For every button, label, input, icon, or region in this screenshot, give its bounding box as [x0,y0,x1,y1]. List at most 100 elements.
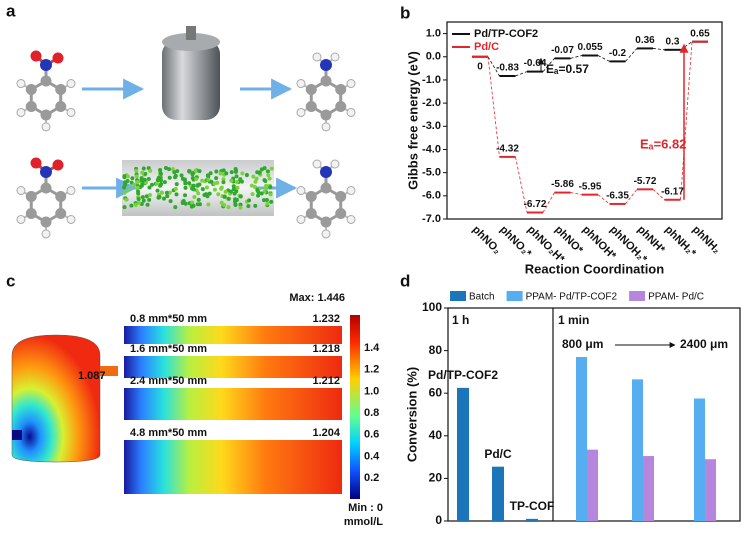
channel [124,326,342,344]
catalyst-dot [181,198,186,203]
catalyst-dot [204,185,209,190]
value-label: 0.3 [666,36,680,47]
value-label: -0.2 [609,48,627,59]
catalyst-dot [234,174,239,179]
catalyst-dot [214,176,219,181]
c-atom [320,216,332,228]
catalyst-dot [229,189,234,194]
catalyst-dot [183,193,188,198]
catalyst-dot [136,197,141,202]
channel-value: 1.232 [312,313,340,325]
y-tick-label: -3.0 [422,120,441,132]
catalyst-dot [180,176,185,181]
catalyst-dot [140,195,145,200]
annotation: 800 μm [562,337,603,351]
catalyst-dot [193,168,198,173]
h-atom [312,159,322,169]
colorbar-tick-label: 1.0 [364,385,379,397]
catalyst-dot [221,180,226,185]
catalyst-dot [238,177,243,182]
c-atom [25,101,37,112]
bar [492,466,504,521]
catalyst-dot [136,200,141,205]
x-axis-label: Reaction Coordination [525,261,664,276]
h-atom [41,229,51,239]
h-atom [296,214,306,224]
catalyst-dot [246,204,251,209]
catalyst-dot [194,177,199,182]
h-atom [346,186,356,196]
catalyst-dot [130,176,135,181]
bar-label: Pd/C [484,447,512,461]
catalyst-dot [264,197,269,202]
catalyst-dot [191,183,196,188]
catalyst-dot [122,175,127,180]
legend-swatch [450,291,466,301]
catalyst-dot [148,168,153,173]
h-atom [312,52,322,62]
y-tick-label: 60 [429,385,443,399]
channel-value: 1.212 [312,375,340,387]
h-atom [296,107,306,117]
reactor-shaft [186,26,196,40]
connector [515,156,528,213]
panel-label: a [6,1,16,20]
catalyst-dot [135,185,140,190]
catalyst-dot [183,185,188,190]
catalyst-dot [214,169,219,174]
catalyst-dot [247,198,252,203]
catalyst-dot [179,173,184,178]
catalyst-dot [147,192,152,197]
value-label: 0.65 [690,28,710,39]
panel-d: 0 20 40 60 80 100 Conversion (%) Pd/TP-COF2 Pd/C… [404,291,741,527]
bar [694,398,705,521]
catalyst-dot [235,180,240,185]
n-atom [40,59,52,71]
panel-c: Max: 1.446 Min : 0 mmol/L 1.087 [11,292,383,528]
o-atom [30,157,42,169]
bar-label: Pd/TP-COF2 [428,368,498,382]
catalyst-dot [202,193,207,198]
h-atom [346,214,356,224]
catalyst-dot [262,178,267,183]
colorbar-tick-label: 0.6 [364,429,379,441]
catalyst-dot [187,181,192,186]
y-tick-label: 20 [429,471,443,485]
catalyst-dot [229,170,234,175]
n-atom [40,166,52,178]
c-atom [55,84,67,95]
catalyst-dot [145,202,150,207]
catalyst-dot [162,180,167,185]
catalyst-dot [257,170,262,175]
catalyst-dot [136,191,141,196]
catalyst-dot [200,187,205,192]
connector [652,189,665,201]
connector [487,56,500,77]
reactor-lid [162,33,220,51]
catalyst-dot [250,192,255,197]
catalyst-dot [229,178,234,183]
catalyst-dot [134,168,139,173]
catalyst-dot [139,178,144,183]
catalyst-dot [167,190,172,195]
catalyst-dot [124,197,129,202]
colorbar-tick-label: 1.2 [364,364,379,376]
catalyst-dot [146,177,151,182]
catalyst-dot [173,173,178,178]
value-label: 0.055 [577,42,602,53]
connector [487,56,500,157]
annotation: Eₐ=0.57 [546,62,589,76]
catalyst-dot [159,182,164,187]
catalyst-dot [135,180,140,185]
catalyst-dot [256,193,261,198]
catalyst-dot [238,205,243,210]
catalyst-dot [183,181,188,186]
legend-label: Pd/C [474,41,499,53]
c-atom [40,109,52,121]
connector [625,48,638,62]
plot-frame [446,21,723,220]
catalyst-dot [155,188,160,193]
catalyst-dot [222,203,227,208]
catalyst-dot [165,194,170,199]
catalyst-dot [253,203,258,208]
